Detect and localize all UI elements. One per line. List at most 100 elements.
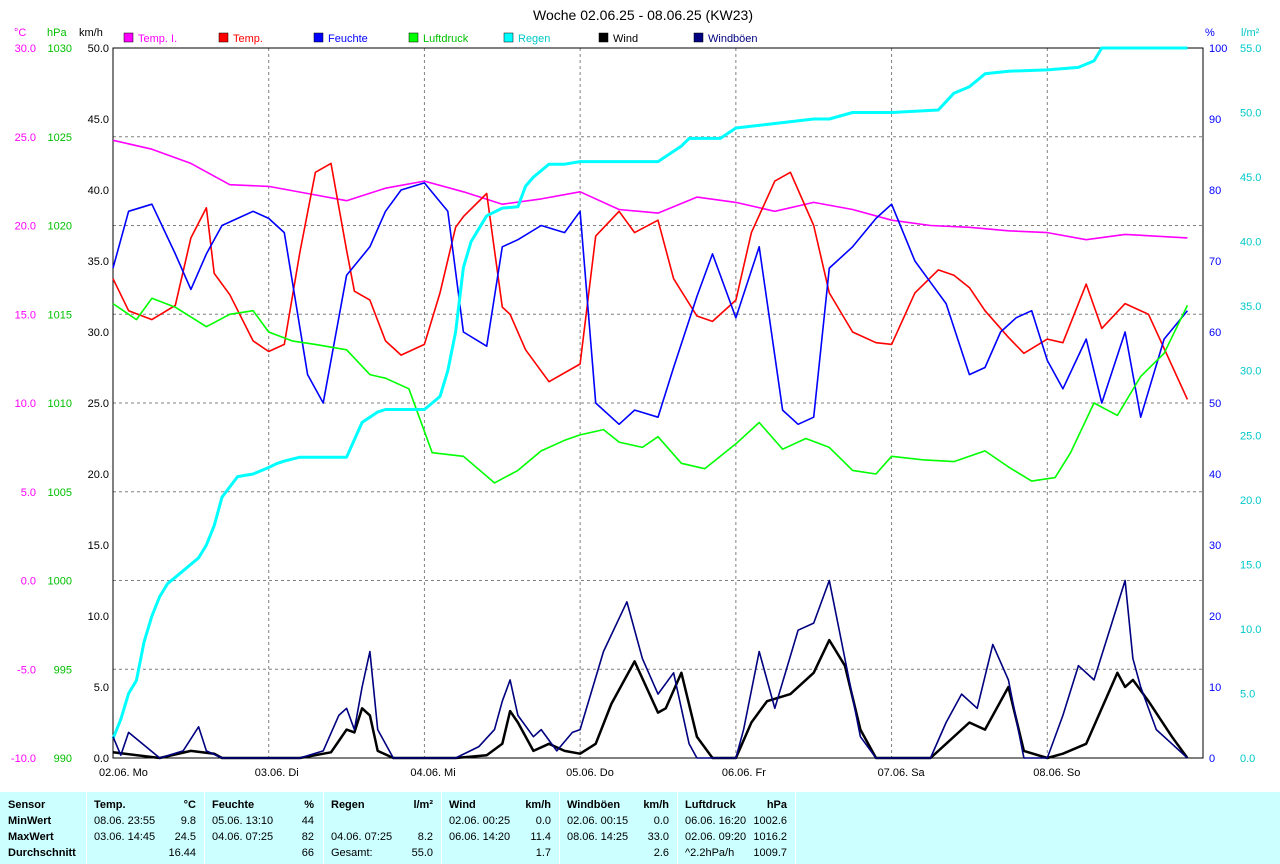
series-luftdruck — [112, 297, 1189, 484]
rain-tick-label: 5.0 — [1240, 688, 1255, 700]
legend-swatch — [693, 32, 704, 43]
summary-time: 08.06. 23:55 — [94, 815, 156, 827]
grid — [113, 48, 1203, 758]
series-wind — [112, 638, 1189, 760]
summary-column-name: Temp. — [94, 799, 126, 811]
wind-tick-label: 5.0 — [94, 682, 109, 694]
summary-column-separator — [86, 792, 87, 864]
summary-column-unit: hPa — [766, 799, 787, 811]
series-temp — [112, 162, 1189, 400]
x-tick-label: 03.06. Di — [255, 767, 299, 779]
series-feuchte — [112, 182, 1189, 426]
legend-label: Windböen — [708, 33, 758, 45]
summary-time: 02.06. 00:15 — [567, 815, 629, 827]
legend-label: Luftdruck — [423, 33, 469, 45]
weather-chart: Woche 02.06.25 - 08.06.25 (KW23) °C hPa … — [11, 7, 1262, 779]
summary-time: 04.06. 07:25 — [212, 831, 274, 843]
summary-column-name: Regen — [331, 799, 365, 811]
wind-tick-label: 15.0 — [88, 540, 109, 552]
temp-tick-label: 30.0 — [15, 43, 36, 55]
wind-tick-label: 0.0 — [94, 753, 109, 765]
summary-value: 44 — [301, 815, 314, 827]
plot-frame — [112, 47, 1204, 759]
summary-value: 66 — [301, 847, 314, 859]
legend-label: Feuchte — [328, 33, 368, 45]
temp-tick-label: 5.0 — [21, 487, 36, 499]
summary-value: 33.0 — [647, 831, 669, 843]
summary-column-separator — [677, 792, 678, 864]
x-tick-label: 05.06. Do — [566, 767, 614, 779]
pressure-tick-label: 1020 — [48, 221, 72, 233]
pressure-tick-label: 995 — [54, 664, 72, 676]
series-regen — [111, 46, 1188, 740]
humidity-unit-label: % — [1205, 27, 1215, 39]
summary-column-separator — [559, 792, 560, 864]
temp-tick-label: 0.0 — [21, 576, 36, 588]
x-tick-label: 06.06. Fr — [722, 767, 766, 779]
humidity-tick-label: 90 — [1209, 114, 1221, 126]
temp-tick-label: -10.0 — [11, 753, 36, 765]
x-tick-label: 02.06. Mo — [99, 767, 148, 779]
rain-tick-label: 45.0 — [1240, 172, 1261, 184]
x-tick-label: 07.06. Sa — [878, 767, 926, 779]
summary-time: 08.06. 14:25 — [567, 831, 629, 843]
legend-swatch — [503, 32, 514, 43]
legend-swatch — [123, 32, 134, 43]
humidity-tick-label: 60 — [1209, 327, 1221, 339]
summary-value: 55.0 — [411, 847, 433, 859]
wind-tick-label: 35.0 — [88, 256, 109, 268]
wind-tick-label: 50.0 — [88, 43, 109, 55]
summary-row-label: Durchschnitt — [8, 847, 76, 859]
summary-value: 0.0 — [535, 815, 551, 827]
temp-tick-label: 25.0 — [15, 132, 36, 144]
legend-label: Wind — [613, 33, 638, 45]
summary-value: 82 — [301, 831, 314, 843]
summary-value: 1.7 — [535, 847, 551, 859]
summary-value: 16.44 — [168, 847, 196, 859]
summary-column-name: Feuchte — [212, 799, 255, 811]
temp-tick-label: 15.0 — [15, 309, 36, 321]
summary-value: 24.5 — [174, 831, 196, 843]
humidity-tick-label: 50 — [1209, 398, 1221, 410]
summary-column-separator — [795, 792, 796, 864]
legend-swatch — [218, 32, 229, 43]
summary-row-label: MaxWert — [8, 831, 54, 843]
summary-value: 1016.2 — [753, 831, 787, 843]
chart-title: Woche 02.06.25 - 08.06.25 (KW23) — [533, 7, 753, 23]
summary-time: 02.06. 00:25 — [449, 815, 511, 827]
summary-time: 05.06. 13:10 — [212, 815, 274, 827]
summary-time: 06.06. 14:20 — [449, 831, 511, 843]
x-tick-label: 04.06. Mi — [410, 767, 455, 779]
temp-unit-label: °C — [14, 27, 26, 39]
legend-swatch — [598, 32, 609, 43]
rain-tick-label: 25.0 — [1240, 430, 1261, 442]
humidity-tick-label: 30 — [1209, 540, 1221, 552]
summary-column-name: Windböen — [567, 799, 621, 811]
pressure-tick-label: 1025 — [48, 132, 72, 144]
rain-tick-label: 0.0 — [1240, 753, 1255, 765]
summary-row-label: MinWert — [8, 815, 52, 827]
rain-tick-label: 20.0 — [1240, 495, 1261, 507]
summary-value: 9.8 — [180, 815, 196, 827]
rain-unit-label: l/m² — [1241, 27, 1260, 39]
temp-tick-label: 20.0 — [15, 221, 36, 233]
summary-column-name: Wind — [449, 799, 476, 811]
legend-label: Temp. — [233, 33, 263, 45]
pressure-tick-label: 1005 — [48, 487, 72, 499]
legend-label: Temp. I. — [138, 33, 177, 45]
pressure-tick-label: 1015 — [48, 309, 72, 321]
humidity-tick-label: 70 — [1209, 256, 1221, 268]
summary-time: Gesamt: — [331, 847, 373, 859]
wind-tick-label: 20.0 — [88, 469, 109, 481]
rain-tick-label: 30.0 — [1240, 366, 1261, 378]
rain-tick-label: 15.0 — [1240, 559, 1261, 571]
wind-tick-label: 10.0 — [88, 611, 109, 623]
summary-value: 1009.7 — [753, 847, 787, 859]
summary-time: 03.06. 14:45 — [94, 831, 156, 843]
x-axis-labels: 02.06. Mo 03.06. Di 04.06. Mi 05.06. Do 06.0… — [99, 767, 1080, 779]
humidity-tick-label: 20 — [1209, 611, 1221, 623]
pressure-tick-label: 1000 — [48, 576, 72, 588]
temp-tick-label: -5.0 — [17, 664, 36, 676]
humidity-tick-label: 40 — [1209, 469, 1221, 481]
summary-time: ^2.2hPa/h — [685, 847, 735, 859]
